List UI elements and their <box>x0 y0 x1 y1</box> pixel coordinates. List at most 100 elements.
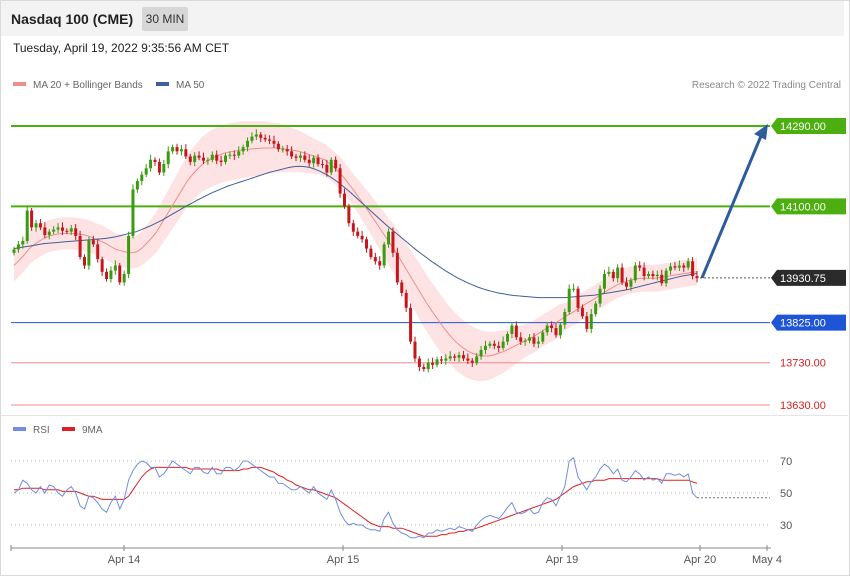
candle-body <box>232 154 236 156</box>
candle-body <box>404 292 408 308</box>
candle-body <box>369 248 373 258</box>
candle-body <box>576 288 580 308</box>
candle-body <box>638 265 642 268</box>
candle-body <box>263 137 267 140</box>
candle-body <box>237 151 241 156</box>
candle-body <box>162 164 166 173</box>
candle-body <box>342 193 346 207</box>
candle-body <box>74 228 78 236</box>
candle-body <box>347 206 351 224</box>
candle-body <box>83 257 87 266</box>
candle-body <box>105 271 109 280</box>
candle-body <box>360 235 364 240</box>
candle-body <box>193 155 197 162</box>
candle-body <box>356 231 360 236</box>
candle-body <box>91 240 95 245</box>
candle-body <box>228 154 232 156</box>
candle-body <box>444 358 448 361</box>
candle-body <box>276 143 280 150</box>
candle-body <box>69 228 73 232</box>
level-tag-last <box>771 269 846 286</box>
bollinger-band <box>14 121 697 382</box>
candle-body <box>607 271 611 274</box>
legend-ma50-swatch <box>156 82 169 87</box>
candle-body <box>585 316 589 329</box>
candle-body <box>426 362 430 370</box>
level-label-14290.00: 14290.00 <box>780 121 826 133</box>
candle-body <box>417 358 421 367</box>
candle-body <box>470 360 474 363</box>
pane-separator <box>1 415 848 416</box>
candle-body <box>175 147 179 152</box>
rsi-tick-label-30: 30 <box>780 520 792 532</box>
candle-body <box>541 332 545 342</box>
candle-body <box>144 168 148 175</box>
candle-body <box>642 267 646 277</box>
candle-body <box>259 134 263 138</box>
candle-body <box>43 227 47 236</box>
candle-body <box>378 261 382 266</box>
x-axis-label-may-4: May 4 <box>752 554 782 566</box>
candle-body <box>483 345 487 351</box>
forecast-arrow-shaft <box>700 135 763 279</box>
candle-body <box>545 325 549 333</box>
candle-body <box>166 151 170 165</box>
candle-body <box>528 337 532 341</box>
candle-body <box>651 273 655 277</box>
candle-body <box>219 160 223 162</box>
candle-body <box>616 267 620 279</box>
candle-body <box>488 343 492 346</box>
candle-body <box>113 265 117 271</box>
candle-body <box>334 159 338 169</box>
candle-body <box>567 288 571 312</box>
candle-body <box>457 355 461 358</box>
candle-body <box>580 307 584 317</box>
candle-body <box>536 341 540 344</box>
candle-body <box>78 235 82 258</box>
level-label-13630.00: 13630.00 <box>780 400 826 412</box>
candle-body <box>682 265 686 268</box>
candle-body <box>382 244 386 266</box>
candle-body <box>96 244 100 260</box>
candle-body <box>47 231 51 236</box>
candle-body <box>466 358 470 361</box>
level-label-13825.00: 13825.00 <box>780 318 826 330</box>
candle-body <box>594 303 598 315</box>
candle-body <box>201 157 205 161</box>
candle-body <box>422 366 426 370</box>
candle-body <box>611 271 615 279</box>
legend-rsi: RSI <box>13 425 50 436</box>
candle-body <box>281 149 285 151</box>
level-tag-resistance <box>771 198 846 215</box>
candle-body <box>461 355 465 359</box>
candle-body <box>523 340 527 342</box>
candle-body <box>184 149 188 157</box>
legend-ma50-label: MA 50 <box>176 80 205 91</box>
candle-body <box>572 288 576 290</box>
candle-body <box>514 325 518 338</box>
candle-body <box>479 350 483 357</box>
candle-body <box>25 210 29 241</box>
candle-body <box>329 159 333 173</box>
candle-body <box>448 356 452 359</box>
legend-rsi-swatch <box>13 427 26 432</box>
candle-body <box>250 136 254 141</box>
candle-body <box>285 149 289 152</box>
candle-body <box>312 157 316 164</box>
candle-body <box>135 180 139 190</box>
legend-rsi-ma: 9MA <box>62 425 103 436</box>
candle-body <box>60 227 64 231</box>
candle-body <box>365 239 369 249</box>
candle-body <box>303 155 307 160</box>
candle-body <box>206 159 210 161</box>
candle-body <box>109 270 113 280</box>
candle-body <box>246 140 250 148</box>
candle-body <box>224 155 228 162</box>
interval-button[interactable]: 30 MIN <box>142 7 188 31</box>
candle-body <box>320 164 324 166</box>
legend-rsi-ma-label: 9MA <box>82 425 103 436</box>
copyright-text: Research © 2022 Trading Central <box>691 80 841 91</box>
level-label-13930.75: 13930.75 <box>780 273 826 285</box>
candle-body <box>391 231 395 253</box>
candle-body <box>387 231 391 245</box>
